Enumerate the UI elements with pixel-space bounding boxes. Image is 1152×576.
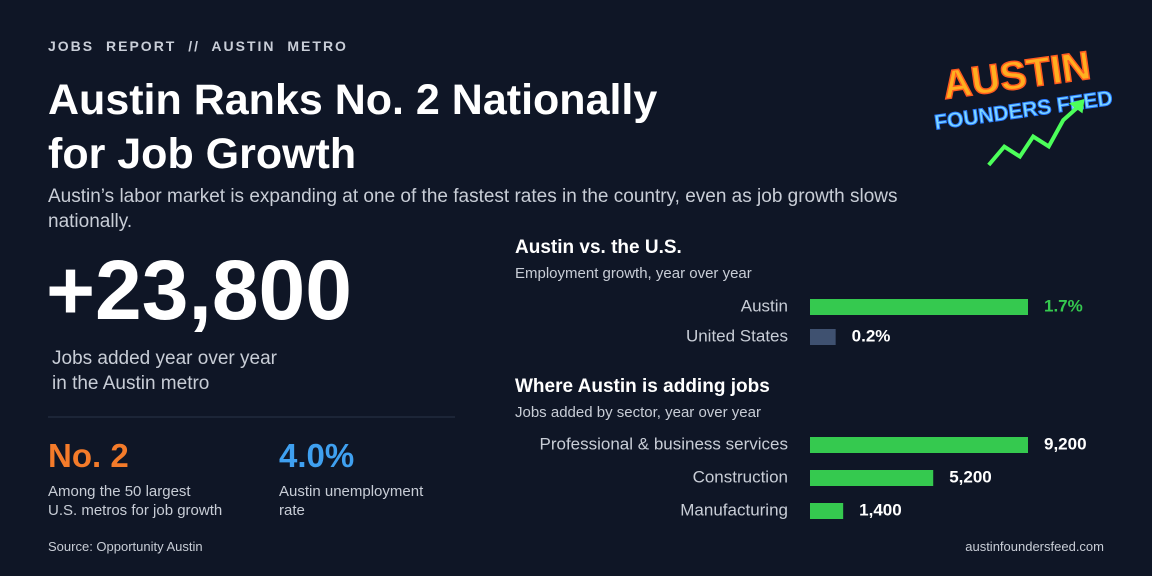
bar xyxy=(810,437,1028,453)
chart-subtitle: Employment growth, year over year xyxy=(515,265,752,282)
value-label: 1,400 xyxy=(859,500,902,519)
bar xyxy=(810,470,934,486)
stat-caption: rate xyxy=(279,502,305,519)
value-label: 5,200 xyxy=(949,467,992,486)
category-label: Austin xyxy=(741,296,788,315)
bar xyxy=(810,299,1028,315)
chart-subtitle: Jobs added by sector, year over year xyxy=(515,404,761,421)
subtitle: Austin’s labor market is expanding at on… xyxy=(48,186,898,232)
category-label: Construction xyxy=(693,467,788,486)
value-label: 1.7% xyxy=(1044,296,1083,315)
bar xyxy=(810,503,844,519)
bar xyxy=(810,329,836,345)
value-label: 9,200 xyxy=(1044,434,1087,453)
stat-caption: Among the 50 largest xyxy=(48,483,191,500)
logo-arrow xyxy=(987,104,1081,167)
chart-title: Where Austin is adding jobs xyxy=(515,376,770,397)
headline-value: +23,800 xyxy=(46,243,352,337)
logo: AUSTIN FOUNDERS FEED xyxy=(932,43,1115,167)
chart-title: Austin vs. the U.S. xyxy=(515,237,682,258)
title: Austin Ranks No. 2 Nationally xyxy=(48,76,658,124)
source: Source: Opportunity Austin xyxy=(48,539,203,554)
headline-caption: in the Austin metro xyxy=(52,373,210,394)
headline-caption: Jobs added year over year xyxy=(52,348,277,369)
stat-value: No. 2 xyxy=(48,437,129,474)
title: for Job Growth xyxy=(48,130,357,178)
category-label: Professional & business services xyxy=(539,434,788,453)
stat-caption: Austin unemployment xyxy=(279,483,424,500)
category-label: Manufacturing xyxy=(680,500,788,519)
kicker: JOBS REPORT // AUSTIN METRO xyxy=(48,38,348,54)
stat-caption: U.S. metros for job growth xyxy=(48,502,223,519)
stat-value: 4.0% xyxy=(279,437,355,474)
value-label: 0.2% xyxy=(852,326,891,345)
site: austinfoundersfeed.com xyxy=(965,539,1104,554)
logo-arrowhead xyxy=(1068,99,1085,114)
category-label: United States xyxy=(686,326,788,345)
